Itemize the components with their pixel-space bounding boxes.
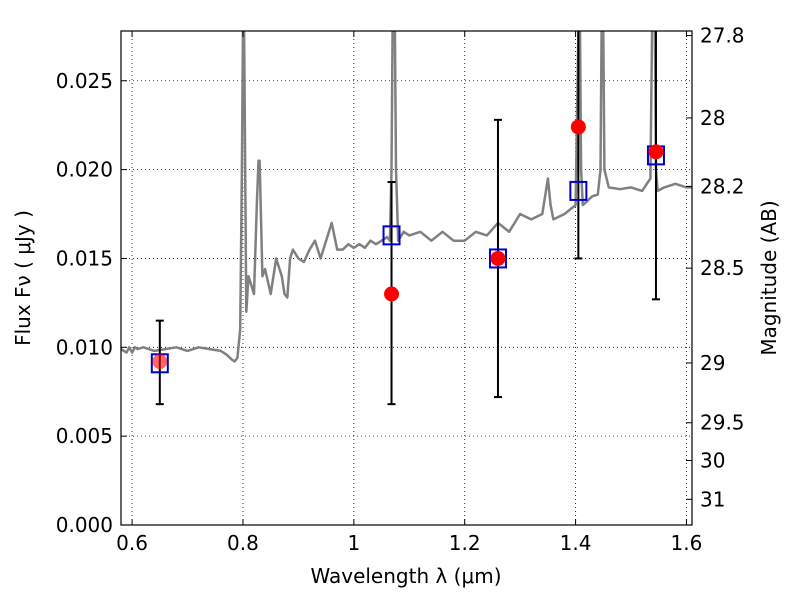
x-tick-label: 1.6: [671, 531, 703, 555]
observed-points: [152, 119, 664, 370]
mag-tick-label: 28.2: [700, 174, 745, 198]
mag-tick-label: 30: [700, 448, 725, 472]
mag-tick-label: 29: [700, 351, 725, 375]
x-tick-label: 0.6: [116, 531, 148, 555]
observed-point: [384, 286, 400, 302]
y-axis-right-title: Magnitude (AB): [757, 200, 781, 355]
mag-tick-label: 28: [700, 106, 725, 130]
x-axis-title: Wavelength λ (μm): [310, 564, 501, 588]
sed-line: [121, 31, 692, 363]
plot-layer: [121, 31, 692, 363]
x-tick-label: 0.8: [227, 531, 259, 555]
mag-tick-label: 31: [700, 487, 725, 511]
observed-point: [490, 250, 506, 266]
y-tick-label: 0.025: [56, 69, 113, 93]
y-tick-label: 0.000: [56, 513, 113, 537]
model-square: [488, 248, 507, 269]
mag-tick-label: 27.8: [700, 24, 745, 48]
tick-labels: 0.6 0.8 1 1.2 1.4 1.6 0.000 0.005 0.010 0.015 0.02…: [56, 24, 745, 555]
ticks: [121, 31, 692, 526]
x-tick-label: 1.2: [449, 531, 481, 555]
x-tick-label: 1.4: [560, 531, 592, 555]
plot-frame: [120, 30, 693, 526]
observed-point: [648, 144, 664, 160]
x-tick-label: 1: [347, 531, 360, 555]
model-square: [569, 180, 588, 201]
sed-layer: [121, 31, 692, 363]
plot-background: [121, 31, 692, 525]
y-tick-label: 0.015: [56, 246, 113, 270]
y-axis-title: Flux Fν ( μJy ): [11, 210, 35, 346]
y-tick-label: 0.005: [56, 424, 113, 448]
observed-point: [570, 119, 586, 135]
mag-tick-label: 28.5: [700, 256, 745, 280]
y-tick-label: 0.010: [56, 335, 113, 359]
y-tick-label: 0.020: [56, 158, 113, 182]
mag-tick-label: 29.5: [700, 411, 745, 435]
observed-point: [152, 354, 168, 370]
model-square: [382, 225, 401, 246]
